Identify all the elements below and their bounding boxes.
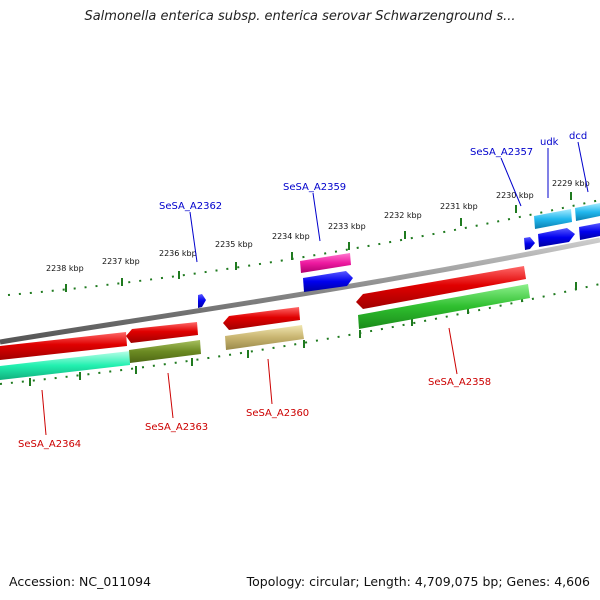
gene-feature-udk[interactable] bbox=[534, 209, 572, 229]
gene-label-udk[interactable]: udk bbox=[540, 137, 559, 148]
gene-feature-sesa-a2360-cds[interactable] bbox=[225, 325, 304, 350]
accession-text: Accession: NC_011094 bbox=[9, 574, 152, 589]
gene-feature-udk-cds[interactable] bbox=[538, 228, 575, 247]
tick-labels: 2238 kbp 2237 kbp 2236 kbp 2235 kbp 2234… bbox=[46, 179, 590, 273]
genome-backbone bbox=[0, 237, 600, 345]
gene-feature-sesa-a2363[interactable] bbox=[126, 322, 198, 343]
tick-label: 2234 kbp bbox=[272, 232, 310, 241]
tick-label: 2238 kbp bbox=[46, 264, 84, 273]
reverse-gene-labels: SeSA_A2364 SeSA_A2363 SeSA_A2360 SeSA_A2… bbox=[18, 377, 491, 450]
gene-label-sesa-a2357[interactable]: SeSA_A2357 bbox=[470, 147, 533, 158]
gene-feature-sesa-a2364-cds[interactable] bbox=[0, 351, 130, 380]
genome-summary-text: Topology: circular; Length: 4,709,075 bp… bbox=[246, 574, 590, 589]
reverse-label-leaders bbox=[41, 327, 458, 436]
gene-label-sesa-a2358[interactable]: SeSA_A2358 bbox=[428, 377, 491, 388]
gene-feature-sesa-a2357[interactable] bbox=[524, 237, 535, 250]
tick-label: 2233 kbp bbox=[328, 222, 366, 231]
forward-label-leaders bbox=[189, 141, 589, 263]
gene-feature-sesa-a2358-cds[interactable] bbox=[358, 284, 530, 329]
gene-label-sesa-a2360[interactable]: SeSA_A2360 bbox=[246, 408, 309, 419]
gene-label-sesa-a2362[interactable]: SeSA_A2362 bbox=[159, 201, 222, 212]
tick-label: 2231 kbp bbox=[440, 202, 478, 211]
gene-feature-dcd[interactable] bbox=[575, 203, 600, 221]
gene-feature-dcd-cds[interactable] bbox=[579, 223, 600, 240]
gene-feature-sesa-a2363-cds[interactable] bbox=[129, 340, 201, 363]
gene-label-sesa-a2363[interactable]: SeSA_A2363 bbox=[145, 422, 208, 433]
tick-label: 2236 kbp bbox=[159, 249, 197, 258]
map-title: Salmonella enterica subsp. enterica sero… bbox=[84, 9, 516, 24]
tick-label: 2229 kbp bbox=[552, 179, 590, 188]
tick-label: 2235 kbp bbox=[215, 240, 253, 249]
gene-label-sesa-a2364[interactable]: SeSA_A2364 bbox=[18, 439, 81, 450]
gene-feature-sesa-a2358[interactable] bbox=[356, 266, 526, 309]
gene-label-dcd[interactable]: dcd bbox=[569, 131, 587, 142]
gene-feature-sesa-a2359[interactable] bbox=[300, 253, 351, 273]
upper-scale-track bbox=[7, 192, 600, 296]
tick-label: 2230 kbp bbox=[496, 191, 534, 200]
gene-feature-sesa-a2362[interactable] bbox=[198, 294, 206, 308]
gene-label-sesa-a2359[interactable]: SeSA_A2359 bbox=[283, 182, 346, 193]
gene-feature-sesa-a2364[interactable] bbox=[0, 332, 127, 360]
gene-feature-sesa-a2360[interactable] bbox=[223, 307, 300, 330]
reverse-genes bbox=[0, 266, 530, 380]
gene-feature-sesa-a2359-cds[interactable] bbox=[303, 271, 353, 292]
tick-label: 2237 kbp bbox=[102, 257, 140, 266]
forward-genes bbox=[198, 203, 600, 308]
tick-label: 2232 kbp bbox=[384, 211, 422, 220]
forward-gene-labels: SeSA_A2362 SeSA_A2359 SeSA_A2357 udk dcd bbox=[159, 131, 587, 212]
